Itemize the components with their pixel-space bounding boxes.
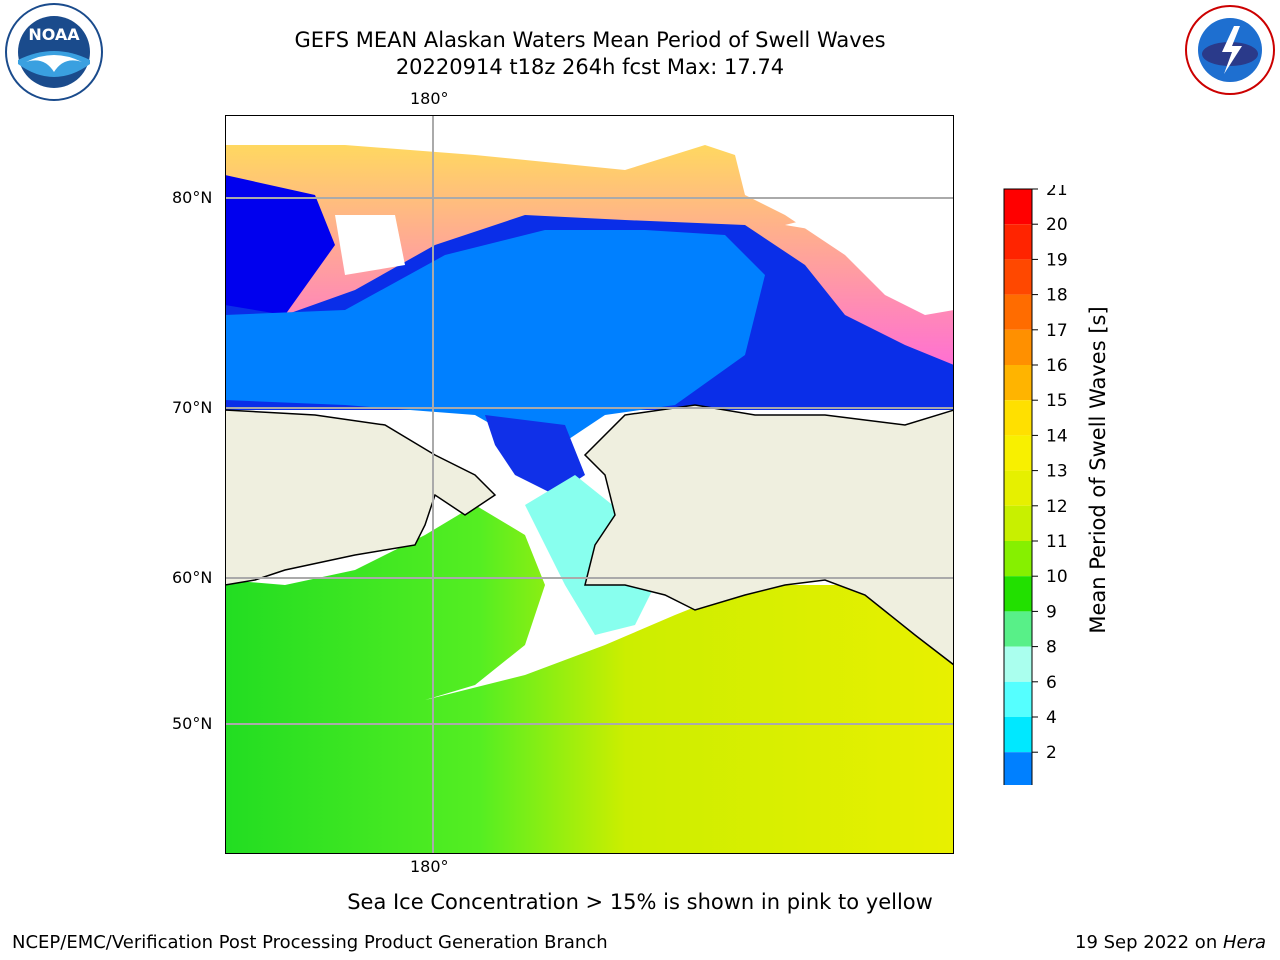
siberia-land [224, 409, 497, 586]
colorbar-segment [1004, 505, 1032, 541]
chukchi-blue [485, 415, 585, 495]
graticule [225, 115, 954, 854]
colorbar-label: Mean Period of Swell Waves [s] [1086, 306, 1110, 634]
colorbar: 21 20 19 18 17 16 15 14 13 12 11 10 9 8 6 4 2 [1000, 180, 1120, 817]
colorbar-tick-label: 20 [1046, 215, 1068, 235]
colorbar-segment [1004, 470, 1032, 506]
lat-label-60: 60°N [172, 568, 213, 587]
colorbar-tick-label: 19 [1046, 250, 1068, 270]
colorbar-segment [1004, 752, 1032, 788]
sea-ice-caption: Sea Ice Concentration > 15% is shown in … [347, 890, 933, 914]
alaska-land [583, 404, 955, 667]
lat-label-50: 50°N [172, 714, 213, 733]
colorbar-segment [1004, 717, 1032, 753]
credit-text: NCEP/EMC/Verification Post Processing Pr… [12, 932, 608, 953]
colorbar-tick-label: 16 [1046, 356, 1068, 376]
lat-label-70: 70°N [172, 398, 213, 417]
colorbar-tick-label: 12 [1046, 497, 1068, 517]
ice-free-white-1 [335, 215, 405, 275]
colorbar-tick-label: 13 [1046, 462, 1068, 482]
lon-label-bottom: 180° [410, 857, 449, 876]
colorbar-segment [1004, 294, 1032, 330]
colorbar-segment [1004, 681, 1032, 717]
colorbar-segment [1004, 646, 1032, 682]
colorbar-segment [1004, 576, 1032, 612]
ice-free-white-2 [785, 210, 954, 305]
colorbar-segment [1004, 259, 1032, 295]
colorbar-tick-label: 10 [1046, 567, 1068, 587]
colorbar-tick-label: 21 [1046, 185, 1068, 200]
colorbar-segment [1004, 611, 1032, 647]
noaa-logo: NOAA [4, 2, 104, 102]
colorbar-tick-label: 2 [1046, 743, 1057, 763]
colorbar-segment [1004, 224, 1032, 260]
colorbar-segment [1004, 329, 1032, 365]
colorbar-tick-label: 15 [1046, 391, 1068, 411]
lon-label-top: 180° [410, 89, 449, 108]
colorbar-segment [1004, 365, 1032, 401]
svg-text:NOAA: NOAA [28, 25, 80, 44]
colorbar-tick-label: 9 [1046, 602, 1057, 622]
chart-subtitle: 20220914 t18z 264h fcst Max: 17.74 [395, 55, 785, 79]
map-panel [224, 114, 955, 855]
colorbar-tick-label: 8 [1046, 638, 1057, 658]
colorbar-tick-label: 6 [1046, 673, 1057, 693]
colorbar-tick-label: 14 [1046, 426, 1068, 446]
arctic-medium-blue [225, 230, 765, 455]
nws-logo [1176, 2, 1280, 98]
arctic-dark-blue [225, 175, 335, 325]
colorbar-segment [1004, 400, 1032, 436]
lat-label-80: 80°N [172, 188, 213, 207]
colorbar-tick-label: 17 [1046, 321, 1068, 341]
colorbar-segment [1004, 541, 1032, 577]
colorbar-segment [1004, 189, 1032, 225]
colorbar-segment [1004, 435, 1032, 471]
colorbar-tick-label: 18 [1046, 286, 1068, 306]
colorbar-tick-label: 4 [1046, 708, 1057, 728]
chart-title: GEFS MEAN Alaskan Waters Mean Period of … [294, 28, 886, 52]
date-host: Hera [1222, 932, 1266, 953]
date-prefix: 19 Sep 2022 on [1075, 932, 1223, 953]
date-text: 19 Sep 2022 on Hera [1075, 932, 1266, 953]
pacific-ocean [225, 505, 954, 854]
colorbar-tick-label: 11 [1046, 532, 1068, 552]
